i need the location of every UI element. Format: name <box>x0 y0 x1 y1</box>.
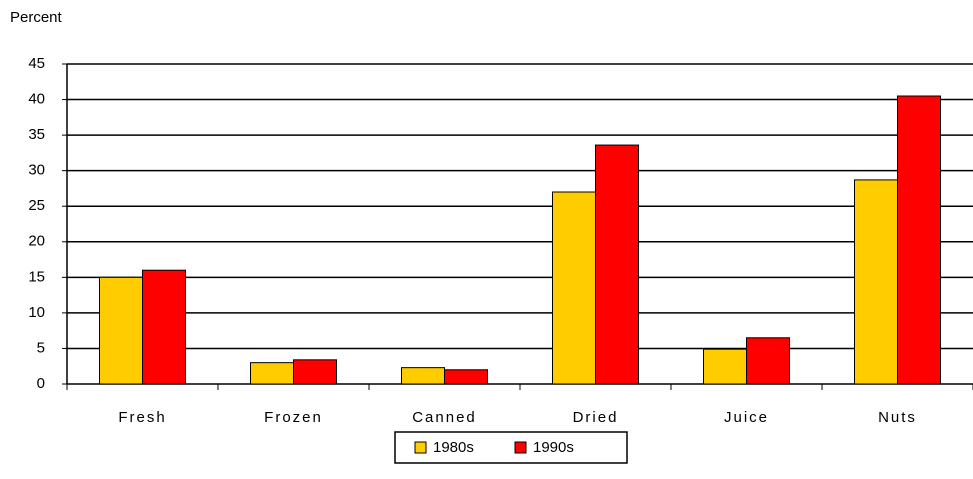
bar <box>250 362 294 385</box>
bar <box>444 369 488 385</box>
legend-label: 1980s <box>433 439 474 456</box>
legend-label: 1990s <box>533 439 574 456</box>
y-tick-label: 10 <box>28 304 45 321</box>
bar <box>854 179 898 385</box>
bar <box>401 367 445 385</box>
y-tick-label: 30 <box>28 162 45 179</box>
y-axis-label: Percent <box>10 9 63 26</box>
x-tick-label: Fresh <box>118 409 166 426</box>
legend-swatch <box>514 441 527 454</box>
bar <box>552 191 596 385</box>
bar <box>595 144 639 385</box>
y-tick-label: 0 <box>37 375 45 392</box>
legend-swatch <box>414 441 427 454</box>
bar <box>99 276 143 385</box>
y-tick-label: 25 <box>28 197 45 214</box>
bar <box>703 348 747 385</box>
x-tick-label: Dried <box>573 409 619 426</box>
bar <box>142 269 186 385</box>
y-tick-label: 40 <box>28 91 45 108</box>
legend-box <box>394 431 628 464</box>
x-tick-label: Juice <box>724 409 769 426</box>
y-tick-label: 15 <box>28 268 45 285</box>
y-tick-label: 35 <box>28 126 45 143</box>
bar <box>293 359 337 385</box>
bar <box>897 95 941 385</box>
bar <box>746 337 790 385</box>
y-tick-label: 20 <box>28 233 45 250</box>
x-tick-label: Frozen <box>264 409 323 426</box>
y-tick-label: 5 <box>37 339 45 356</box>
x-tick-label: Nuts <box>878 409 917 426</box>
y-tick-label: 45 <box>28 55 45 72</box>
x-tick-label: Canned <box>412 409 477 426</box>
